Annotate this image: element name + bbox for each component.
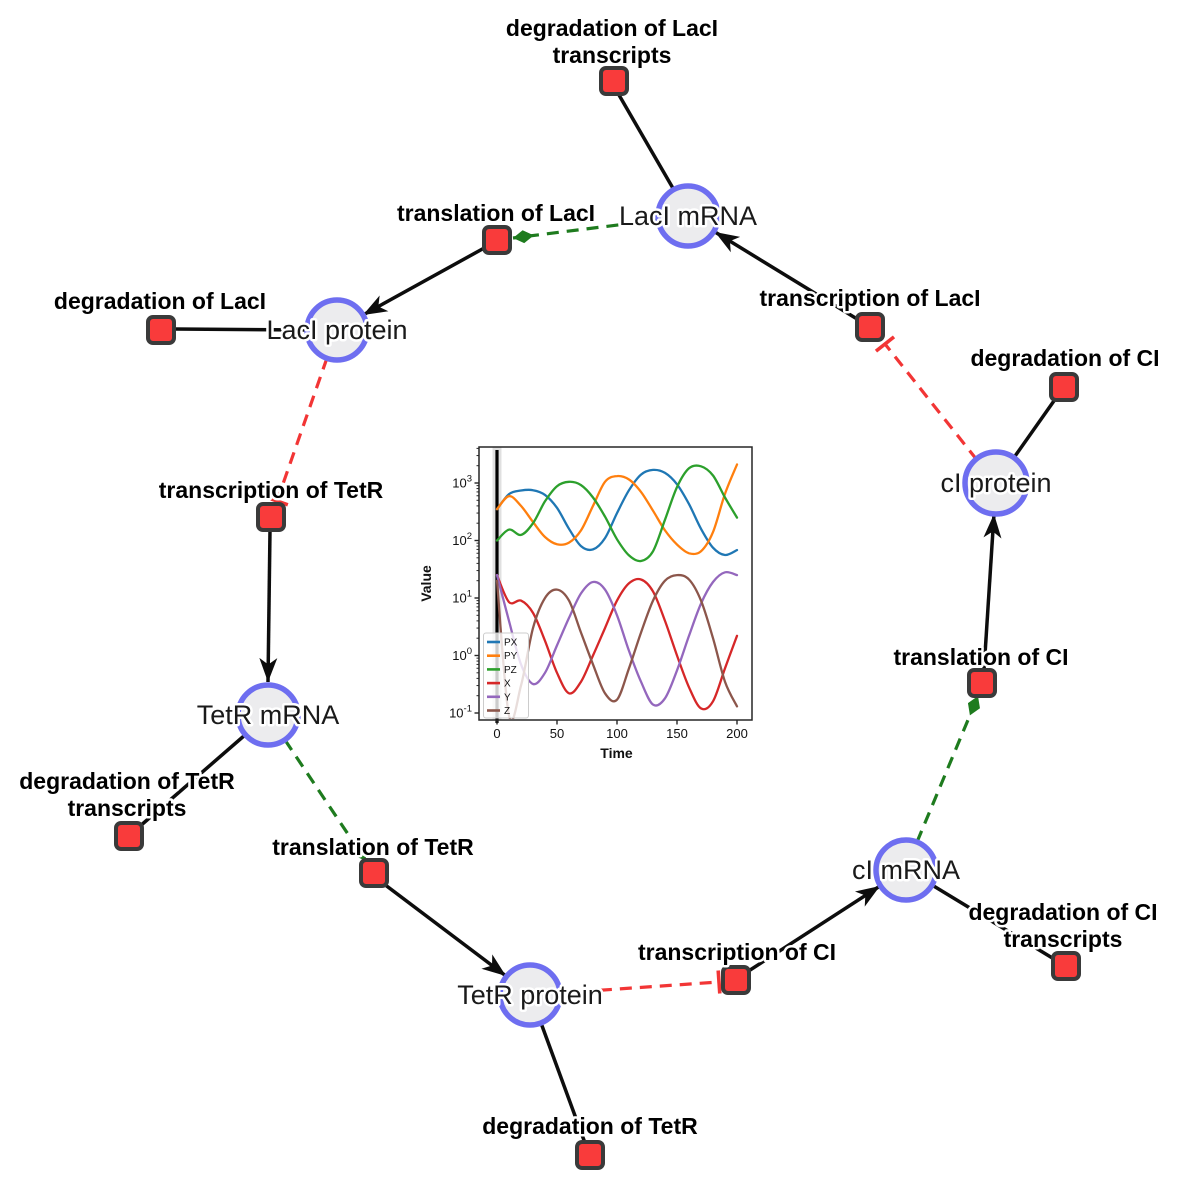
edge-laci-mrna--translation-laci [512,218,659,244]
x-tick-label: 100 [606,726,628,741]
species-node-laci-mrna[interactable] [655,183,721,249]
edge-ci-protein--transcription-laci [874,335,979,461]
edge-laci-protein--deg-laci [173,327,308,332]
x-tick-label: 200 [726,726,748,741]
species-label-ci-mrna: cI mRNA [852,855,960,885]
reaction-node-transcription-tetr[interactable] [256,502,286,532]
reaction-node-deg-ci[interactable] [1049,372,1079,402]
species-label-laci-mrna: LacI mRNA [619,201,757,231]
reaction-node-deg-tetr-transcripts[interactable] [114,821,144,851]
legend-label-Y: Y [504,692,511,703]
legend-label-PZ: PZ [504,665,517,676]
reaction-node-translation-laci[interactable] [482,225,512,255]
y-axis-title: Value [418,565,434,602]
legend-label-PY: PY [504,651,518,662]
nodes-layer [114,66,1081,1170]
legend-label-X: X [504,679,511,690]
edge-tetr-mrna--deg-tetr-transcripts [137,733,247,829]
reaction-node-transcription-ci[interactable] [721,965,751,995]
edge-translation-laci--laci-protein [362,245,487,317]
reaction-label-deg-laci: degradation of LacI [54,288,266,314]
edge-laci-mrna--deg-laci-transcripts [617,94,676,191]
reaction-label-deg-tetr-transcripts: degradation of TetR transcripts [19,768,235,821]
reaction-label-transcription-ci: transcription of CI [638,939,836,965]
species-node-laci-protein[interactable] [304,297,370,363]
y-tick-label: 103 [452,474,472,491]
edge-tetr-mrna--translation-tetr [283,739,368,862]
chart-series-PY [495,463,739,556]
legend-label-PX: PX [504,638,518,649]
y-tick-label: 100 [452,646,472,663]
species-node-tetr-mrna[interactable] [235,682,301,748]
reaction-label-transcription-laci: transcription of LacI [759,285,980,311]
labels-layer: degradation of LacI transcripts translatio… [17,13,1162,1142]
edge-transcription-ci--ci-mrna [746,884,881,974]
x-axis-title: Time [600,745,633,761]
chart-spines [478,446,753,721]
species-node-ci-protein[interactable] [962,449,1030,517]
reaction-label-translation-tetr: translation of TetR [272,834,474,860]
reaction-node-deg-ci-transcripts[interactable] [1051,951,1081,981]
reaction-node-deg-laci[interactable] [146,315,176,345]
reaction-label-translation-ci: translation of CI [893,644,1068,670]
reaction-label-deg-ci-transcripts: degradation of CI transcripts [968,899,1157,952]
reaction-label-deg-laci-transcripts: degradation of LacI transcripts [506,15,718,68]
reaction-node-deg-laci-transcripts[interactable] [599,66,629,96]
edge-translation-ci--ci-protein [982,513,1002,671]
x-tick-label: 0 [493,726,500,741]
legend-label-Z: Z [504,706,510,717]
edge-ci-mrna--deg-ci-transcripts [931,883,1055,961]
reaction-node-translation-tetr[interactable] [359,858,389,888]
species-label-tetr-protein: TetR protein [457,980,603,1010]
species-label-laci-protein: LacI protein [266,315,407,345]
chart-series-PZ [495,464,739,563]
edges-layer [137,94,1058,1144]
chart-series-Y [495,570,739,707]
edge-laci-protein--transcription-tetr [265,357,329,507]
chart-series-PX [495,468,739,557]
species-label-ci-protein: cI protein [940,468,1051,498]
reaction-label-deg-tetr: degradation of TetR [482,1113,698,1139]
y-tick-label: 101 [452,589,472,606]
species-label-tetr-mrna: TetR mRNA [197,700,340,730]
edge-tetr-protein--transcription-ci [559,970,722,995]
reaction-label-translation-laci: translation of LacI [397,200,595,226]
inset-timecourse-chart: 0 50 100 150 200 Time 10-1 100 101 102 103 Value PX P… [418,446,753,761]
chart-series-Z [495,573,739,719]
edge-transcription-laci--laci-mrna [714,230,863,324]
x-tick-label: 50 [550,726,564,741]
edge-translation-tetr--tetr-protein [382,882,508,978]
reaction-label-deg-ci: degradation of CI [970,345,1159,371]
edge-ci-mrna--translation-ci [915,695,980,843]
species-node-ci-mrna[interactable] [873,837,939,903]
reaction-node-translation-ci[interactable] [967,668,997,698]
reaction-node-deg-tetr[interactable] [575,1140,605,1170]
reaction-node-transcription-laci[interactable] [855,312,885,342]
edge-transcription-tetr--tetr-mrna [259,529,278,683]
edge-tetr-protein--deg-tetr [539,1022,587,1144]
edge-ci-protein--deg-ci [1011,396,1058,461]
y-tick-label: 10-1 [449,704,472,721]
reaction-label-transcription-tetr: transcription of TetR [159,477,384,503]
y-tick-label: 102 [452,531,472,548]
x-tick-label: 150 [666,726,688,741]
species-node-tetr-protein[interactable] [497,962,563,1028]
